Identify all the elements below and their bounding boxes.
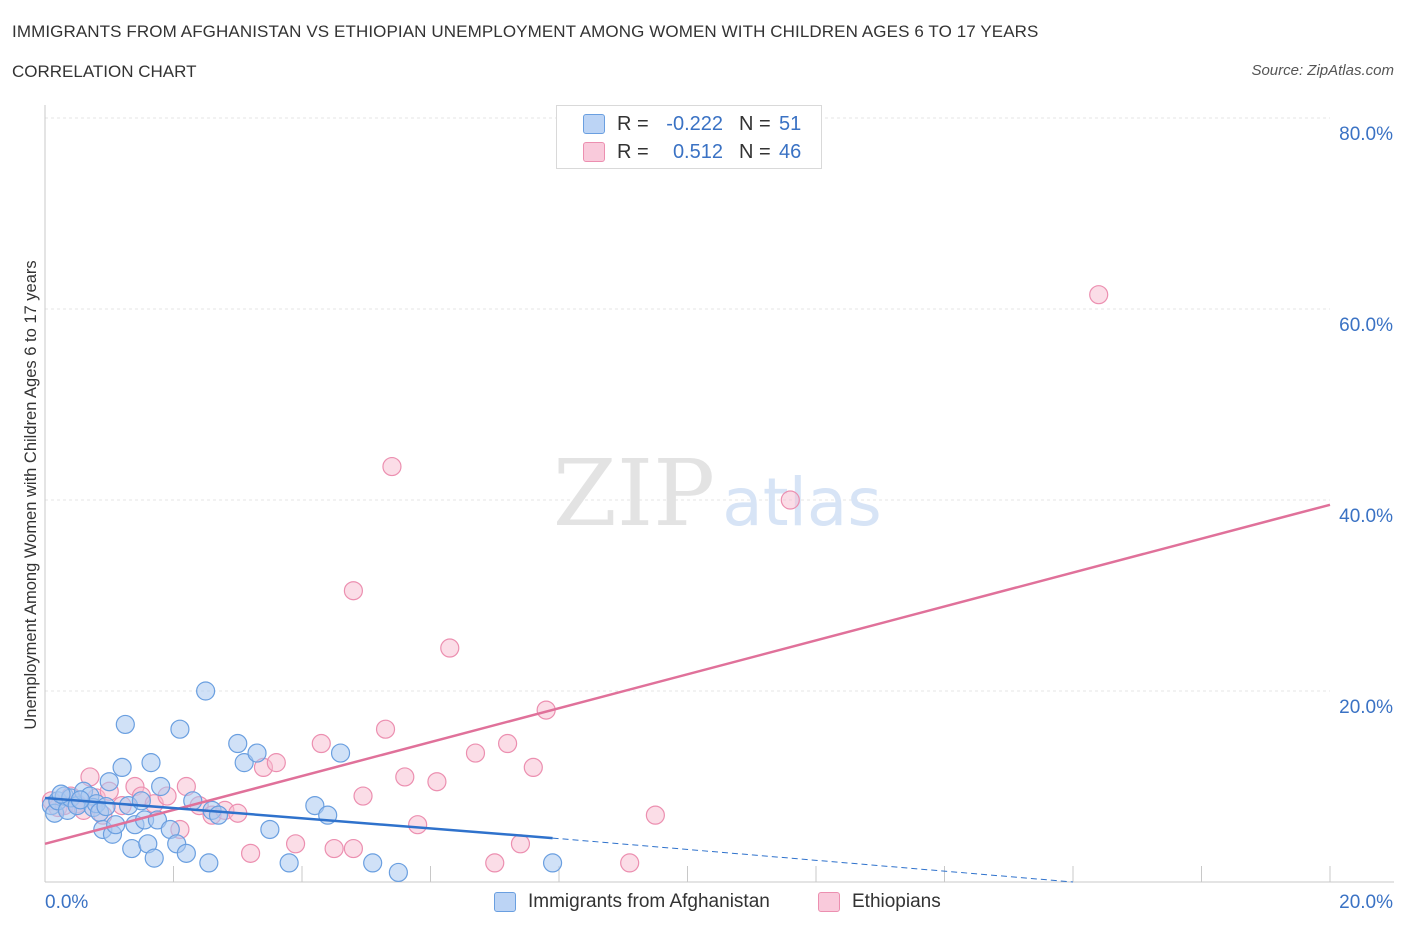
data-point-afghanistan [196, 681, 216, 701]
data-point-ethiopians [375, 719, 396, 739]
data-point-afghanistan [141, 753, 161, 773]
legend-item-afghanistan[interactable]: Immigrants from Afghanistan [494, 888, 770, 916]
trend-line-ethiopians [44, 503, 1331, 846]
data-point-afghanistan [144, 848, 164, 868]
data-point-afghanistan [260, 819, 280, 840]
legend-swatch-pink [818, 892, 840, 912]
legend-r-label: R = [617, 112, 649, 135]
x-tick-label: 20.0% [1339, 892, 1393, 913]
legend-n-label: N = [739, 112, 771, 135]
data-point-afghanistan [228, 733, 248, 754]
data-point-ethiopians [465, 743, 486, 763]
y-tick-label: 60.0% [1339, 315, 1393, 336]
data-point-ethiopians [382, 456, 402, 477]
data-point-afghanistan [234, 753, 254, 773]
data-point-ethiopians [241, 843, 261, 863]
data-point-ethiopians [311, 733, 331, 754]
legend-r-value: 0.512 [672, 140, 723, 163]
watermark-zip: ZIP [553, 440, 715, 547]
legend-swatch-blue [494, 892, 516, 912]
data-point-afghanistan [542, 853, 563, 873]
y-tick-label: 20.0% [1339, 697, 1393, 718]
legend-n-value: 51 [779, 112, 802, 135]
legend-swatch-pink [583, 142, 605, 162]
data-point-ethiopians [485, 853, 505, 873]
data-point-afghanistan [115, 714, 135, 735]
axes [44, 105, 1394, 883]
data-point-afghanistan [279, 853, 299, 873]
legend-swatch-blue [583, 114, 605, 134]
data-point-ethiopians [510, 834, 531, 854]
data-point-ethiopians [324, 838, 344, 859]
data-point-ethiopians [266, 753, 286, 773]
data-point-afghanistan [199, 853, 219, 873]
afghanistan-points [41, 681, 563, 883]
data-point-ethiopians [440, 638, 460, 658]
data-point-ethiopians [645, 805, 665, 825]
legend-row-afghanistan: R = -0.222 N = 51 [583, 112, 809, 136]
gridlines [45, 117, 1330, 692]
trend-line-afghanistan-extension [552, 837, 1074, 883]
y-tick-label: 80.0% [1339, 124, 1393, 145]
data-point-afghanistan [330, 743, 351, 763]
legend-r-value: -0.222 [666, 112, 723, 135]
data-point-afghanistan [112, 757, 132, 778]
data-point-ethiopians [285, 834, 306, 854]
x-tick-label: 0.0% [45, 892, 88, 913]
legend-row-ethiopians: R = 0.512 N = 46 [583, 140, 809, 164]
y-axis-label: Unemployment Among Women with Children A… [22, 260, 40, 729]
legend-r-label: R = [617, 140, 649, 163]
data-point-ethiopians [343, 838, 363, 859]
data-point-afghanistan [305, 795, 325, 816]
data-point-afghanistan [363, 853, 383, 873]
data-point-ethiopians [620, 853, 640, 873]
data-point-ethiopians [780, 490, 800, 510]
data-point-ethiopians [353, 786, 373, 806]
source-label: Source: ZipAtlas.com [1251, 62, 1394, 79]
data-point-ethiopians [427, 772, 447, 792]
chart-subtitle: CORRELATION CHART [12, 62, 197, 81]
tick-labels: 80.0% 60.0% 40.0% 20.0% 0.0% 20.0% [45, 124, 1393, 913]
data-point-afghanistan [176, 843, 196, 863]
data-point-ethiopians [523, 757, 543, 778]
data-point-ethiopians [498, 733, 518, 754]
data-point-ethiopians [408, 815, 428, 835]
legend-label-afghanistan: Immigrants from Afghanistan [528, 891, 770, 912]
data-point-afghanistan [122, 838, 142, 859]
data-point-afghanistan [170, 719, 190, 739]
data-point-afghanistan [151, 776, 171, 797]
y-tick-label: 40.0% [1339, 506, 1393, 527]
data-point-afghanistan [247, 743, 267, 763]
ethiopians-points [41, 285, 1109, 873]
chart-title: IMMIGRANTS FROM AFGHANISTAN VS ETHIOPIAN… [12, 22, 1039, 41]
stats-legend: R = -0.222 N = 51 R = 0.512 N = 46 [556, 105, 822, 169]
data-point-ethiopians [395, 767, 415, 787]
data-point-afghanistan [208, 805, 229, 825]
data-point-afghanistan [99, 772, 119, 792]
legend-label-ethiopians: Ethiopians [852, 891, 941, 912]
legend-n-label: N = [739, 140, 771, 163]
trend-line-afghanistan [44, 796, 553, 840]
data-point-ethiopians [1089, 285, 1109, 305]
trend-lines [44, 503, 1331, 883]
legend-item-ethiopians[interactable]: Ethiopians [818, 888, 941, 916]
data-point-afghanistan [96, 796, 116, 817]
legend-n-value: 46 [779, 140, 802, 163]
data-point-afghanistan [388, 862, 408, 883]
data-point-ethiopians [343, 581, 363, 601]
watermark-atlas: atlas [722, 464, 882, 541]
